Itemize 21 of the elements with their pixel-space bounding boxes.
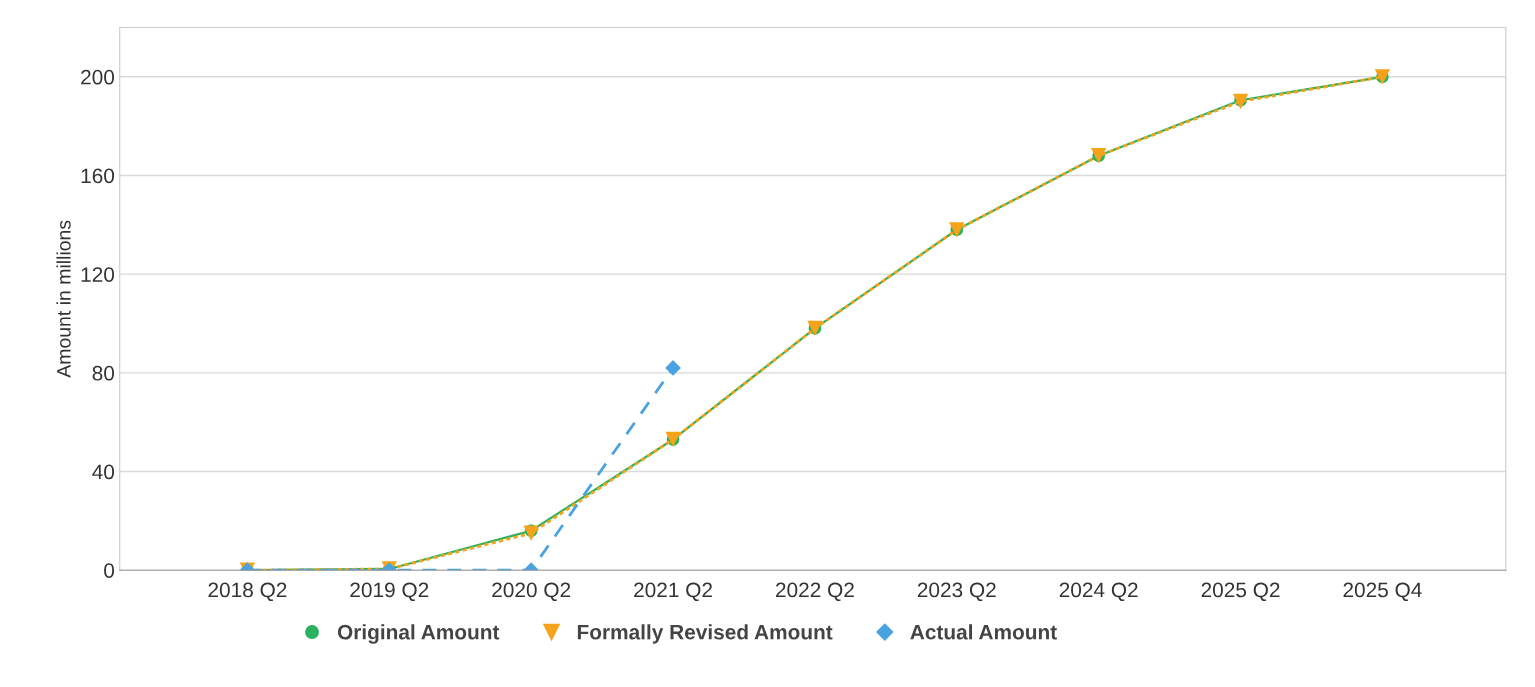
legend-label: Formally Revised Amount <box>577 624 833 644</box>
point <box>523 525 539 541</box>
legend-label: Actual Amount <box>910 624 1057 640</box>
x-tick-label: 2018 Q2 <box>208 582 287 602</box>
y-tick-label: 200 <box>81 69 115 85</box>
y-tick-label: 80 <box>92 365 115 381</box>
x-tick-label: 2022 Q2 <box>776 582 854 602</box>
y-tick-label: 40 <box>92 464 115 480</box>
x-tick-label: 2025 Q4 <box>1343 582 1422 602</box>
y-tick-label: 160 <box>81 168 115 184</box>
y-axis-title: Amount in millions <box>56 220 71 378</box>
x-tick-label: 2024 Q2 <box>1059 582 1138 602</box>
point <box>665 360 681 376</box>
x-tick-label: 2019 Q2 <box>350 582 429 602</box>
y-tick-label: 120 <box>81 267 115 282</box>
y-tick-label: 0 <box>104 563 115 578</box>
x-tick-label: 2020 Q2 <box>492 582 571 602</box>
x-tick-label: 2025 Q2 <box>1201 582 1280 602</box>
x-tick-label: 2021 Q2 <box>634 582 712 602</box>
x-tick-label: 2023 Q2 <box>917 582 996 602</box>
legend-label: Original Amount <box>337 624 500 644</box>
